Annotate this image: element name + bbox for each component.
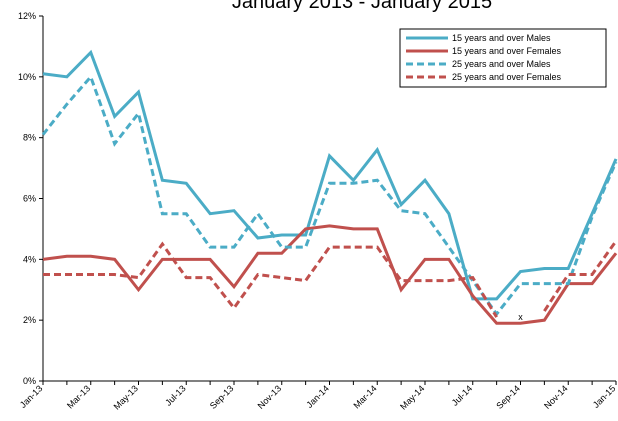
x-tick-label: Jan-15: [591, 383, 618, 410]
legend: 15 years and over Males 15 years and over…: [399, 28, 607, 88]
x-tick-label: Nov-14: [542, 383, 570, 411]
series-layer: [41, 49, 618, 325]
series-line-2: [42, 224, 618, 325]
legend-label-4: 25 years and over Females: [452, 72, 562, 82]
x-tick-label: Jan-13: [18, 383, 45, 410]
series-line-3: [41, 73, 618, 317]
chart-title: January 2013 - January 2015: [232, 0, 492, 13]
y-tick-label: 0%: [23, 376, 36, 386]
x-tick-label: May-13: [112, 383, 140, 411]
x-tick-label: Sep-14: [494, 383, 522, 411]
y-tick-label: 10%: [18, 72, 36, 82]
annotation-label: x: [518, 312, 523, 322]
y-tick-label: 6%: [23, 194, 36, 204]
legend-label-2: 15 years and over Females: [452, 46, 562, 56]
legend-label-3: 25 years and over Males: [452, 59, 551, 69]
series-line-1: [42, 49, 618, 301]
x-tick-label: Nov-13: [256, 383, 284, 411]
x-tick-label: Jan-14: [304, 383, 331, 410]
y-tick-label: 4%: [23, 254, 36, 264]
y-tick-label: 8%: [23, 133, 36, 143]
annotations: x: [518, 312, 523, 322]
x-tick-label: Jul-14: [450, 383, 474, 407]
x-tick-label: Mar-13: [65, 383, 92, 410]
y-tick-label: 12%: [18, 11, 36, 21]
series-line-4: [43, 240, 618, 318]
x-tick-label: May-14: [398, 383, 426, 411]
y-tick-label: 2%: [23, 315, 36, 325]
x-tick-label: Jul-13: [163, 383, 187, 407]
x-tick-label: Sep-13: [208, 383, 236, 411]
legend-label-1: 15 years and over Males: [452, 33, 551, 43]
x-tick-label: Mar-14: [351, 383, 378, 410]
